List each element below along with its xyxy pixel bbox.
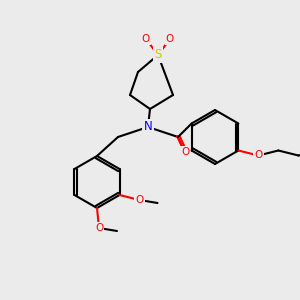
Text: S: S bbox=[154, 49, 162, 62]
Text: N: N bbox=[144, 121, 152, 134]
Text: O: O bbox=[181, 147, 189, 157]
Text: O: O bbox=[166, 34, 174, 44]
Text: O: O bbox=[254, 151, 262, 160]
Text: O: O bbox=[142, 34, 150, 44]
Text: O: O bbox=[135, 195, 144, 205]
Text: O: O bbox=[95, 223, 103, 233]
